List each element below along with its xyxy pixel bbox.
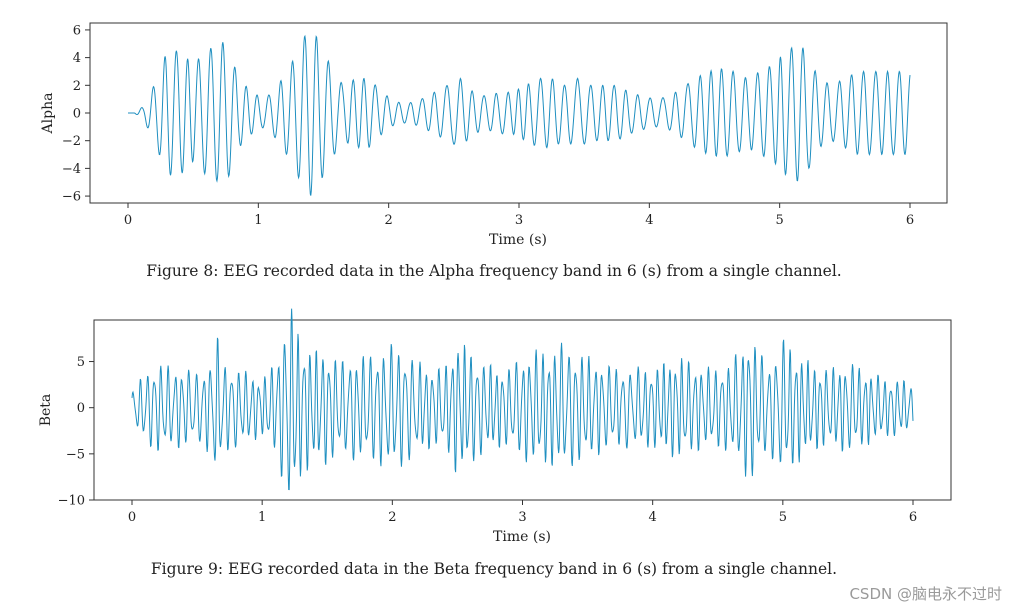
alpha-y-axis-label: Alpha [40, 93, 56, 135]
watermark-text: CSDN @脑电永不过时 [849, 585, 1002, 603]
alpha-x-tick-label: 4 [645, 213, 653, 228]
figure-9-caption: Figure 9: EEG recorded data in the Beta … [151, 560, 837, 578]
alpha-y-tick-label: 0 [73, 107, 81, 122]
beta-signal-line [131, 308, 914, 491]
beta-x-tick-label: 6 [909, 510, 917, 525]
alpha-x-tick-label: 6 [906, 213, 914, 228]
figure-8-caption: Figure 8: EEG recorded data in the Alpha… [146, 262, 841, 280]
beta-y-tick-label: −10 [58, 494, 85, 509]
beta-x-tick-label: 3 [518, 510, 526, 525]
alpha-x-tick-label: 3 [515, 213, 523, 228]
alpha-x-tick-label: 5 [776, 213, 784, 228]
beta-x-tick-label: 0 [128, 510, 136, 525]
beta-chart: 0 1 2 3 4 5 6 −10 −5 0 5 Time (s) Beta [38, 308, 952, 545]
alpha-x-ticks: 0 1 2 3 4 5 6 [124, 203, 914, 228]
beta-x-tick-label: 4 [649, 510, 657, 525]
beta-x-axis-label: Time (s) [493, 529, 551, 545]
beta-x-tick-label: 5 [779, 510, 787, 525]
beta-x-tick-label: 2 [388, 510, 396, 525]
alpha-signal-line [128, 34, 911, 196]
alpha-x-tick-label: 1 [254, 213, 262, 228]
alpha-x-tick-label: 0 [124, 213, 132, 228]
beta-y-tick-label: −5 [66, 447, 85, 462]
alpha-y-tick-label: −2 [62, 134, 81, 149]
beta-y-ticks: −10 −5 0 5 [58, 355, 94, 509]
alpha-y-tick-label: −4 [62, 162, 81, 177]
alpha-x-tick-label: 2 [385, 213, 393, 228]
beta-x-tick-label: 1 [258, 510, 266, 525]
beta-x-ticks: 0 1 2 3 4 5 6 [128, 500, 917, 525]
alpha-y-tick-label: 4 [73, 51, 81, 66]
alpha-x-axis-label: Time (s) [489, 232, 547, 248]
alpha-chart: 0 1 2 3 4 5 6 −6 −4 −2 0 2 4 6 Time (s) Alpha [40, 22, 948, 248]
alpha-y-tick-label: 6 [73, 23, 81, 38]
beta-y-tick-label: 5 [77, 355, 85, 370]
beta-y-tick-label: 0 [77, 401, 85, 416]
alpha-y-ticks: −6 −4 −2 0 2 4 6 [62, 23, 90, 205]
beta-y-axis-label: Beta [38, 394, 54, 427]
alpha-y-tick-label: 2 [73, 79, 81, 94]
alpha-y-tick-label: −6 [62, 190, 81, 205]
